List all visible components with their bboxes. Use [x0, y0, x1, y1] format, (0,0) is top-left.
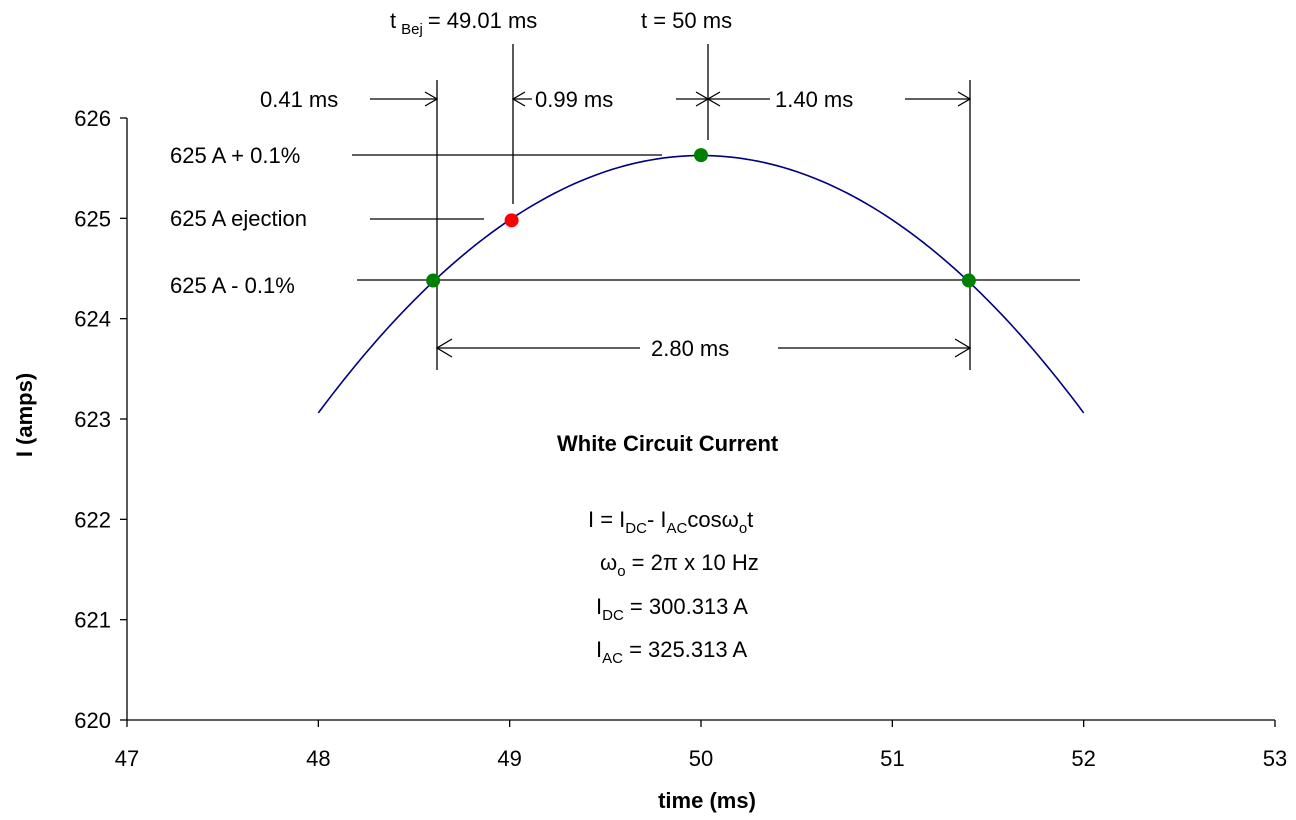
level-plus-label: 625 A + 0.1%: [170, 143, 300, 168]
level-minus-label: 625 A - 0.1%: [170, 273, 295, 298]
data-points: [426, 148, 976, 288]
x-tick-label: 52: [1071, 746, 1095, 771]
t-annotation: t = 50 ms: [641, 8, 732, 33]
equation-3: IDC = 300.313 A: [596, 594, 748, 624]
t-bej-label: t: [390, 8, 396, 33]
dimension-arrows: [370, 91, 972, 358]
equation-1: I = IDC- IACcosωot: [588, 507, 753, 537]
equation-4: IAC = 325.313 A: [596, 637, 747, 667]
eq1-e: cos: [687, 507, 721, 532]
y-tick-label: 623: [74, 407, 111, 432]
x-tick-label: 47: [115, 746, 139, 771]
data-point: [961, 273, 976, 288]
vertical-markers: [436, 44, 971, 370]
eq1-h: t: [747, 507, 753, 532]
eq2-c: = 2π x 10 Hz: [626, 550, 759, 575]
equation-2: ωo = 2π x 10 Hz: [600, 550, 759, 580]
eq3-c: = 300.313 A: [624, 594, 748, 619]
x-tick-label: 48: [306, 746, 330, 771]
eq1-a: I = I: [588, 507, 625, 532]
arrowhead-280-left: [435, 338, 453, 358]
t-bej-sub: Bej: [401, 21, 423, 38]
level-eject-label: 625 A ejection: [170, 206, 307, 231]
eq1-f: ω: [722, 507, 739, 532]
x-tick-label: 53: [1263, 746, 1287, 771]
arrowhead-140-left: [706, 91, 721, 107]
y-axis-title: I (amps): [12, 373, 37, 457]
arrowhead-041: [424, 91, 439, 107]
annotation-texts: t Bej = 49.01 ms t = 50 ms 0.41 ms 0.99 ms…: [170, 8, 853, 667]
dim-140-label: 1.40 ms: [775, 87, 853, 112]
t-bej-annotation: t Bej = 49.01 ms: [390, 8, 537, 38]
eq4-a: I: [596, 637, 602, 662]
eq4-c: = 325.313 A: [623, 637, 747, 662]
eq2-a: ω: [600, 550, 617, 575]
dim-099-label: 0.99 ms: [535, 87, 613, 112]
arrowhead-140-right: [957, 91, 972, 107]
chart-title: White Circuit Current: [557, 431, 779, 456]
dim-280-label: 2.80 ms: [651, 336, 729, 361]
eq1-d: AC: [667, 520, 688, 537]
y-tick-label: 624: [74, 307, 111, 332]
t-bej-value: = 49.01 ms: [428, 8, 537, 33]
x-tick-label: 50: [689, 746, 713, 771]
arrowhead-099-left: [511, 91, 526, 107]
eq3-a: I: [596, 594, 602, 619]
x-axis-title: time (ms): [658, 788, 756, 813]
ticks: 47 48 49 50 51 52 53 620 621 622 623 624 625 626: [74, 106, 1287, 771]
eq1-b: DC: [625, 520, 647, 537]
x-tick-label: 51: [880, 746, 904, 771]
eq1-c: - I: [647, 507, 667, 532]
data-point: [504, 213, 519, 228]
eq2-b: o: [617, 563, 625, 580]
eq4-b: AC: [602, 650, 623, 667]
y-tick-label: 626: [74, 106, 111, 131]
y-tick-label: 620: [74, 708, 111, 733]
arrowhead-280-right: [954, 338, 972, 358]
dim-041-label: 0.41 ms: [260, 87, 338, 112]
data-point: [694, 148, 708, 163]
eq1-g: o: [739, 520, 747, 537]
x-tick-label: 49: [497, 746, 521, 771]
eq3-b: DC: [602, 607, 624, 624]
y-tick-label: 625: [74, 206, 111, 231]
data-point: [426, 273, 441, 288]
y-tick-label: 622: [74, 507, 111, 532]
level-lines: [352, 154, 1080, 281]
y-tick-label: 621: [74, 608, 111, 633]
